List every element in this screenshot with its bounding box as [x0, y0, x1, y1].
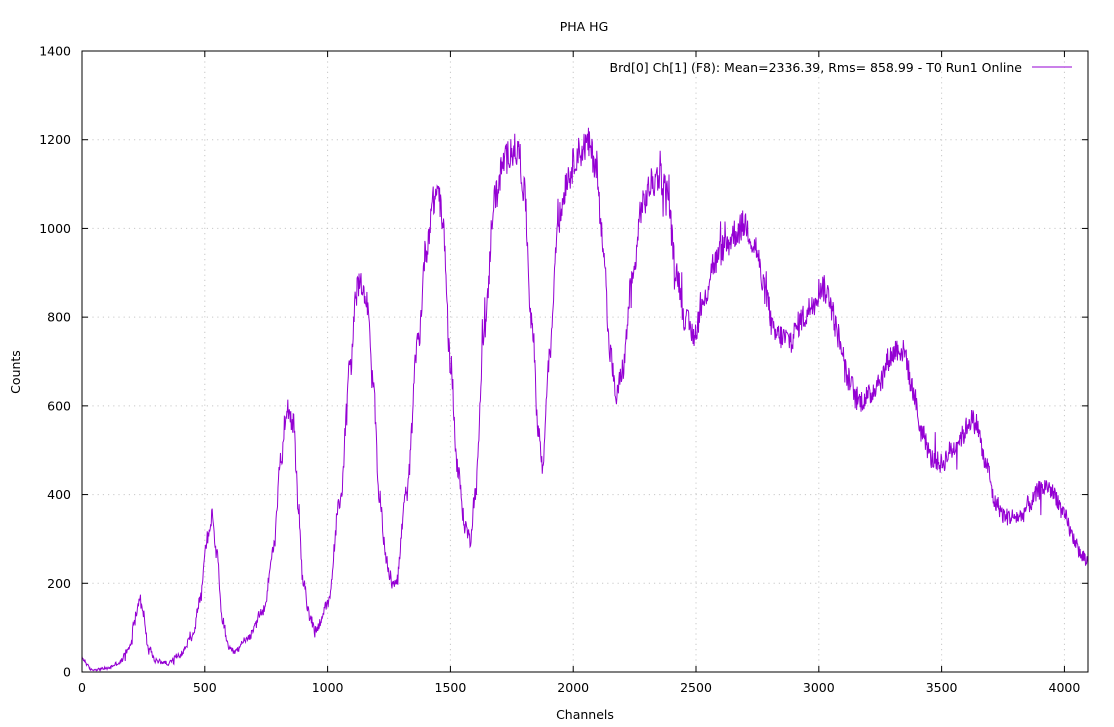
x-tick-label: 1000: [312, 680, 344, 695]
x-axis-label: Channels: [556, 707, 614, 722]
y-tick-label: 0: [63, 665, 71, 680]
axis-ticks: 0 500 1000 1500 2000 2500 3000 3500 4000 0 200 400 6…: [39, 44, 1088, 695]
series-line: [81, 127, 1089, 672]
y-tick-label: 600: [47, 398, 71, 413]
x-tick-label: 2000: [557, 680, 589, 695]
x-tick-label: 2500: [680, 680, 712, 695]
chart-title: PHA HG: [560, 19, 609, 34]
x-tick-label: 3500: [926, 680, 958, 695]
series-layer: [81, 127, 1089, 672]
x-tick-label: 0: [78, 680, 86, 695]
x-tick-label: 3000: [803, 680, 835, 695]
x-tick-label: 1500: [435, 680, 467, 695]
y-tick-label: 400: [47, 487, 71, 502]
y-axis-label: Counts: [8, 350, 23, 394]
y-tick-label: 1000: [39, 221, 71, 236]
legend: Brd[0] Ch[1] (F8): Mean=2336.39, Rms= 85…: [610, 60, 1072, 75]
y-tick-label: 1200: [39, 132, 71, 147]
legend-label: Brd[0] Ch[1] (F8): Mean=2336.39, Rms= 85…: [610, 60, 1023, 75]
x-tick-label: 500: [193, 680, 217, 695]
y-tick-label: 1400: [39, 44, 71, 59]
y-tick-label: 800: [47, 310, 71, 325]
y-tick-label: 200: [47, 576, 71, 591]
plot-frame: [81, 50, 1089, 673]
x-tick-label: 4000: [1049, 680, 1081, 695]
